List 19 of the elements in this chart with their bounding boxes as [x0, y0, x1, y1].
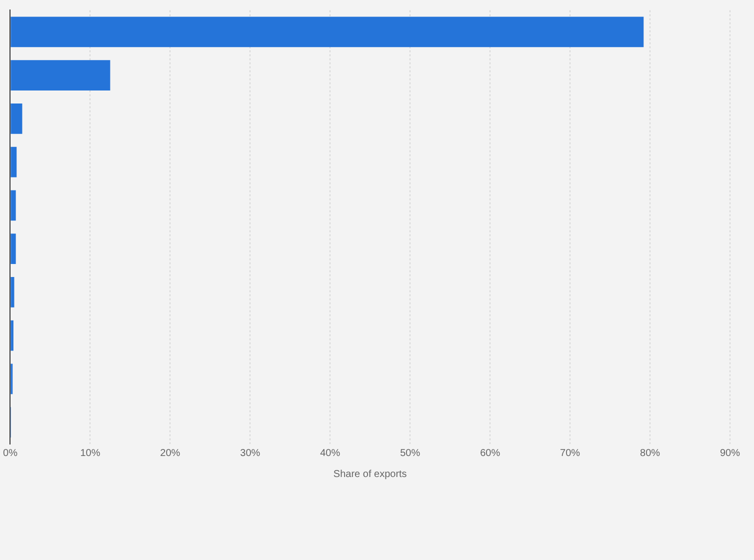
- bar: [10, 146, 17, 178]
- x-tick-label: 40%: [320, 448, 340, 459]
- x-tick-label: 10%: [80, 448, 100, 459]
- x-tick-label: 20%: [160, 448, 180, 459]
- x-axis-title: Share of exports: [333, 468, 407, 480]
- bar: [10, 60, 110, 90]
- bar: [10, 276, 14, 308]
- bar: [10, 103, 22, 134]
- x-tick-label: 90%: [720, 448, 740, 459]
- x-tick-label: 60%: [480, 448, 500, 459]
- bar: [10, 234, 16, 264]
- x-tick-label: 80%: [640, 448, 660, 459]
- bar: [10, 190, 16, 221]
- bar: [10, 320, 14, 351]
- x-tick-label: 70%: [560, 448, 580, 459]
- x-tick-label: 50%: [400, 448, 420, 459]
- bar: [10, 16, 644, 48]
- x-tick-label: 0%: [3, 448, 18, 459]
- x-tick-label: 30%: [240, 448, 260, 459]
